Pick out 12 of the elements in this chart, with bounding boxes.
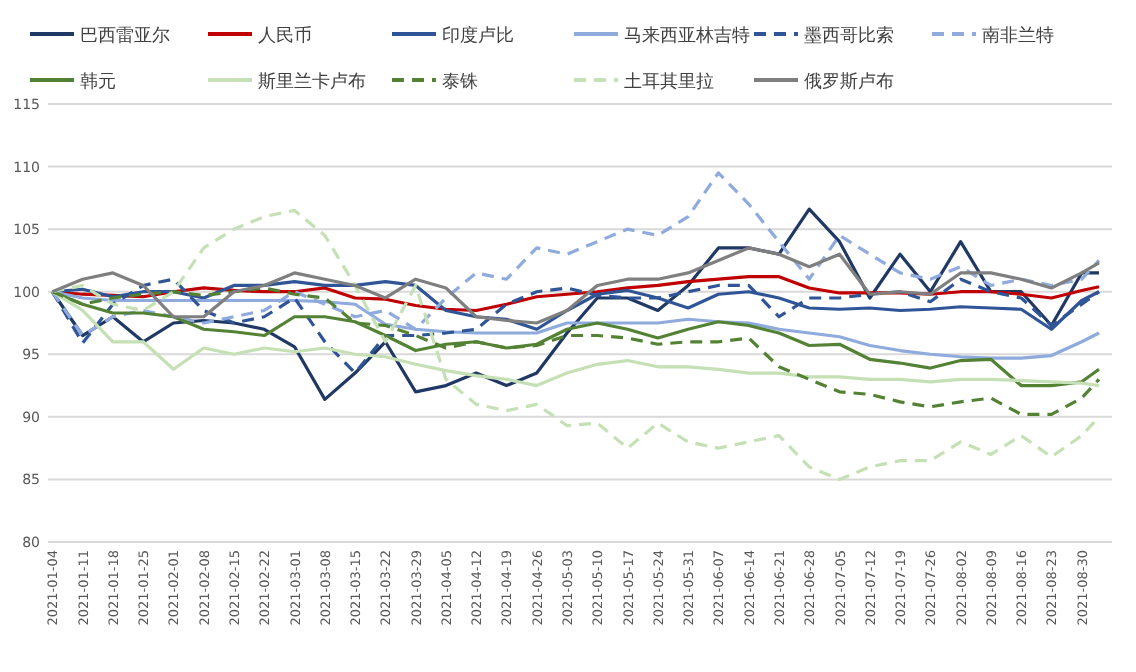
legend-label: 南非兰特 — [982, 25, 1054, 47]
legend-label: 马来西亚林吉特 — [624, 25, 750, 47]
legend-label: 巴西雷亚尔 — [80, 25, 170, 47]
legend-label: 土耳其里拉 — [624, 71, 714, 93]
legend-label: 俄罗斯卢布 — [804, 71, 894, 93]
legend-label: 泰铢 — [442, 71, 478, 93]
line-series — [50, 246, 1101, 325]
legend-label: 墨西哥比索 — [804, 25, 894, 47]
legend-label: 印度卢比 — [442, 25, 514, 47]
legend-label: 斯里兰卡卢布 — [258, 71, 366, 93]
legend-label: 人民币 — [258, 25, 312, 47]
legend-label: 韩元 — [80, 71, 116, 93]
